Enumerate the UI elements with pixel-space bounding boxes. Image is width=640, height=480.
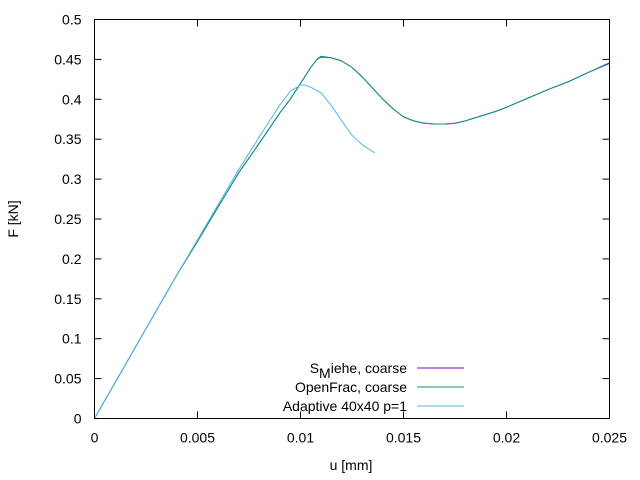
- y-tick-label: 0.1: [62, 331, 82, 347]
- y-tick-label: 0.4: [62, 91, 82, 107]
- series-line-3: [94, 84, 375, 419]
- y-tick-label: 0.35: [54, 131, 81, 147]
- x-tick-label: 0.025: [592, 430, 627, 446]
- legend-label-1: SMiehe, coarse: [310, 360, 407, 381]
- y-tick-label: 0.2: [62, 251, 82, 267]
- x-axis-title: u [mm]: [330, 457, 373, 473]
- plot-frame: [94, 19, 610, 419]
- x-tick-label: 0: [91, 430, 99, 446]
- y-tick-label: 0.25: [54, 211, 81, 227]
- legend-label-2: OpenFrac, coarse: [295, 379, 407, 395]
- y-tick-label: 0.5: [62, 12, 82, 28]
- x-tick-label: 0.02: [493, 430, 520, 446]
- y-tick-label: 0.45: [54, 51, 81, 67]
- x-tick-label: 0.005: [180, 430, 215, 446]
- y-tick-label: 0.3: [62, 171, 82, 187]
- y-axis-title: F [kN]: [5, 200, 21, 237]
- y-axis-ticks: 0 0.05 0.1 0.15 0.2 0.25 0.3 0.35 0.4 0.45 0.5: [54, 12, 610, 427]
- series-line-2: [94, 55, 610, 419]
- y-tick-label: 0.15: [54, 291, 81, 307]
- legend-label-3: Adaptive 40x40 p=1: [283, 398, 407, 414]
- x-axis-ticks: 0 0.005 0.01 0.015 0.02 0.025: [91, 19, 627, 446]
- series-layer: [94, 55, 610, 419]
- x-tick-label: 0.01: [287, 430, 314, 446]
- x-tick-label: 0.015: [386, 430, 421, 446]
- y-tick-label: 0: [74, 411, 82, 427]
- y-tick-label: 0.05: [54, 371, 81, 387]
